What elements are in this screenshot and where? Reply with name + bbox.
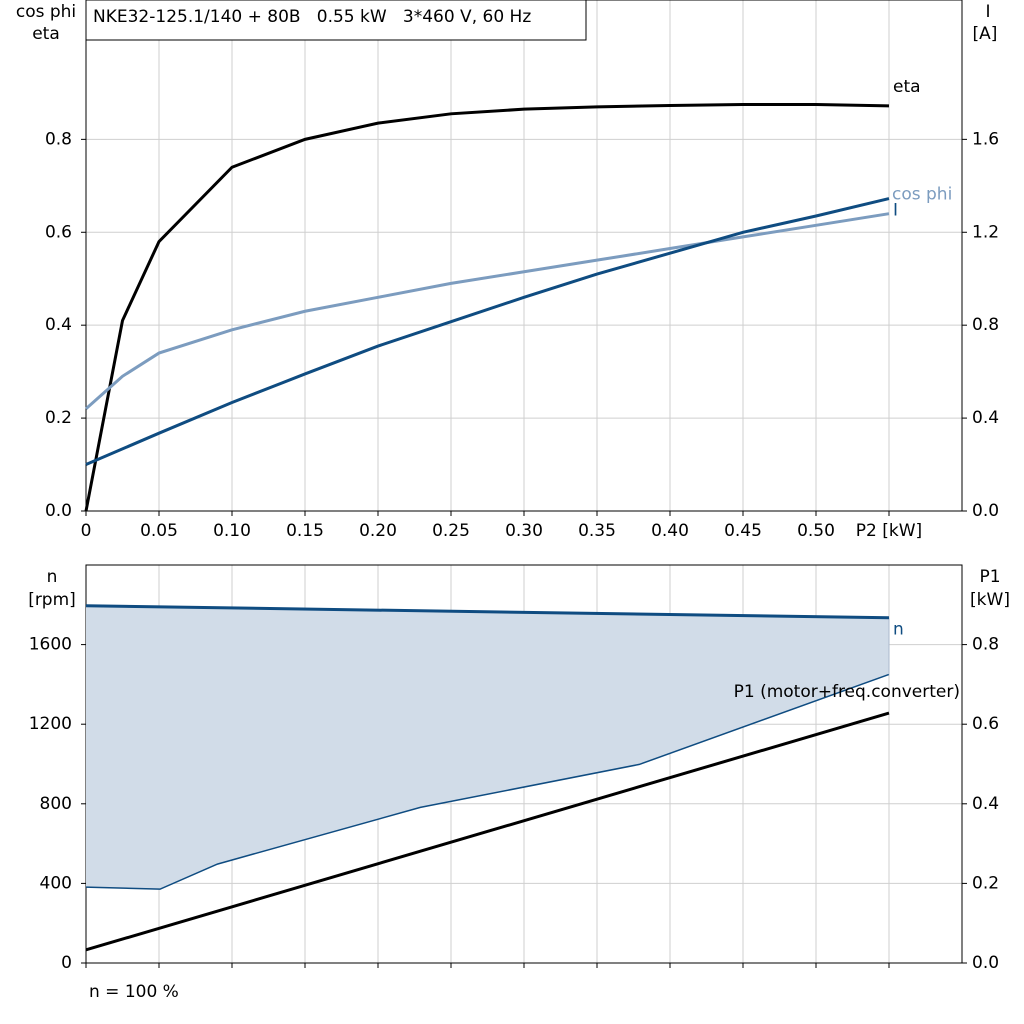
chart-title: NKE32-125.1/140 + 80B 0.55 kW 3*460 V, 6… xyxy=(93,7,531,27)
y2-tick-label: 0.8 xyxy=(972,635,999,655)
y-axis-label: eta xyxy=(32,24,60,44)
y-tick-label: 0.8 xyxy=(45,129,72,149)
range-lower-line xyxy=(85,673,890,890)
y2-tick-label: 0.4 xyxy=(972,408,999,428)
y-tick-label: 1200 xyxy=(29,714,72,734)
series-label: P1 (motor+freq.converter) xyxy=(734,682,960,702)
series-line xyxy=(85,212,890,410)
x-tick-label: 0.45 xyxy=(724,521,762,541)
y2-tick-label: 0.6 xyxy=(972,714,999,734)
series-line xyxy=(85,197,890,466)
y2-tick-label: 0.4 xyxy=(972,794,999,814)
series-label: eta xyxy=(893,77,921,97)
y-axis-label: cos phi xyxy=(16,2,76,22)
y-tick-label: 1600 xyxy=(29,635,72,655)
y2-tick-label: 0.0 xyxy=(972,953,999,973)
y-tick-label: 0.6 xyxy=(45,222,72,242)
y2-tick-label: 1.2 xyxy=(972,222,999,242)
x-tick-label: 0 xyxy=(81,521,92,541)
x-tick-label: 0.35 xyxy=(578,521,616,541)
y-tick-label: 0 xyxy=(61,953,72,973)
y-tick-label: 400 xyxy=(40,873,72,893)
y-tick-label: 800 xyxy=(40,794,72,814)
title-box xyxy=(85,0,587,41)
series-line xyxy=(85,604,890,620)
y2-tick-label: 1.6 xyxy=(972,129,999,149)
x-tick-label: 0.20 xyxy=(359,521,397,541)
y2-axis-label: [kW] xyxy=(970,590,1010,610)
x-tick-label: P2 [kW] xyxy=(856,521,922,541)
range-area xyxy=(86,605,889,890)
series-line xyxy=(85,711,890,952)
y2-tick-label: 0.0 xyxy=(972,501,999,521)
x-tick-label: 0.25 xyxy=(432,521,470,541)
y2-axis-label: I xyxy=(985,2,990,22)
y-axis-label: n xyxy=(47,567,58,587)
y-axis-label: [rpm] xyxy=(28,590,76,610)
x-tick-label: 0.50 xyxy=(797,521,835,541)
y2-axis-label: [A] xyxy=(973,24,998,44)
x-tick-label: 0.30 xyxy=(505,521,543,541)
y-tick-label: 0.4 xyxy=(45,315,72,335)
y-tick-label: 0.0 xyxy=(45,501,72,521)
series-line xyxy=(84,103,890,512)
annotation: n = 100 % xyxy=(89,982,179,1002)
y2-tick-label: 0.2 xyxy=(972,873,999,893)
series-label: cos phi xyxy=(892,185,952,205)
y-tick-label: 0.2 xyxy=(45,408,72,428)
x-tick-label: 0.15 xyxy=(286,521,324,541)
x-tick-label: 0.05 xyxy=(140,521,178,541)
y2-tick-label: 0.8 xyxy=(972,315,999,335)
series-label: I xyxy=(893,201,898,221)
x-tick-label: 0.40 xyxy=(651,521,689,541)
plot-frame xyxy=(85,0,963,512)
x-tick-label: 0.10 xyxy=(213,521,251,541)
series-label: n xyxy=(893,620,904,640)
y2-axis-label: P1 xyxy=(979,567,1000,587)
